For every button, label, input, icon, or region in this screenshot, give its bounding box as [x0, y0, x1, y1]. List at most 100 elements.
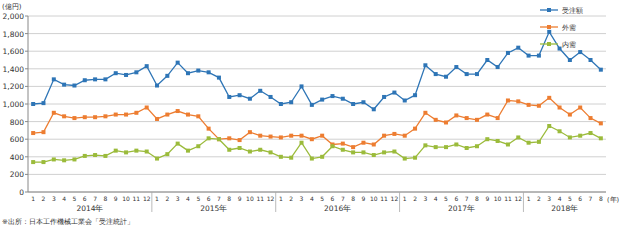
x-label: (年) — [607, 196, 619, 204]
tick-label: 2 — [413, 195, 417, 202]
marker — [165, 152, 169, 156]
marker — [31, 102, 35, 106]
tick-label: 2 — [165, 195, 169, 202]
tick-label: 4 — [310, 195, 314, 202]
marker — [475, 118, 479, 122]
marker — [186, 113, 190, 117]
marker — [62, 158, 66, 162]
marker — [558, 129, 562, 133]
marker — [434, 118, 438, 122]
tick-label: 8 — [475, 195, 479, 202]
marker — [351, 102, 355, 106]
marker — [320, 155, 324, 159]
marker — [423, 63, 427, 67]
marker — [475, 72, 479, 76]
grid-line — [28, 192, 606, 193]
marker — [83, 78, 87, 82]
tick-label: 800 — [10, 118, 25, 127]
marker — [238, 93, 242, 97]
marker — [279, 155, 283, 159]
marker — [382, 95, 386, 99]
marker — [537, 54, 541, 58]
marker — [578, 106, 582, 110]
marker — [62, 114, 66, 118]
y-label: (億円) — [2, 3, 22, 11]
legend-marker — [547, 42, 551, 46]
marker — [279, 102, 283, 106]
marker — [434, 145, 438, 149]
tick-label: 200 — [10, 170, 25, 179]
grid-line — [28, 16, 606, 17]
marker — [103, 114, 107, 118]
marker — [248, 150, 252, 154]
tick-label: 2 — [42, 195, 46, 202]
marker — [392, 150, 396, 154]
tick-label: 1 — [403, 195, 407, 202]
marker — [506, 142, 510, 146]
marker — [558, 106, 562, 110]
marker — [145, 64, 149, 68]
tick-label: 5 — [196, 195, 200, 202]
marker — [258, 89, 262, 93]
marker — [300, 84, 304, 88]
marker — [516, 135, 520, 139]
marker — [320, 134, 324, 138]
marker — [465, 146, 469, 150]
marker — [403, 157, 407, 161]
marker — [444, 75, 448, 79]
marker — [558, 47, 562, 51]
marker — [341, 148, 345, 152]
marker — [31, 160, 35, 164]
source: ※出所：日本工作機械工業会「受注統計」 — [2, 218, 134, 226]
legend-marker — [547, 8, 551, 12]
marker — [279, 135, 283, 139]
marker — [165, 113, 169, 117]
tick-label: 3 — [300, 195, 304, 202]
marker — [176, 109, 180, 113]
marker — [599, 68, 603, 72]
tick-label: 6 — [454, 195, 458, 202]
tick-label: 8 — [103, 195, 107, 202]
marker — [423, 143, 427, 147]
marker — [341, 142, 345, 146]
marker — [227, 136, 231, 140]
marker — [547, 30, 551, 34]
marker — [145, 106, 149, 110]
marker — [537, 140, 541, 144]
tick-label: 600 — [10, 135, 25, 144]
marker — [217, 137, 221, 141]
marker — [589, 131, 593, 135]
marker — [527, 54, 531, 58]
tick-label: 10 — [370, 195, 378, 202]
grid-line — [28, 68, 606, 69]
tick-label: 10 — [122, 195, 130, 202]
marker — [506, 98, 510, 102]
tick-label: 0 — [19, 188, 24, 197]
marker — [475, 144, 479, 148]
marker — [103, 77, 107, 81]
marker — [31, 131, 35, 135]
tick-label: 4 — [186, 195, 190, 202]
legend-label: 外需 — [562, 24, 576, 32]
marker — [207, 136, 211, 140]
marker — [392, 91, 396, 95]
tick-label: 3 — [423, 195, 427, 202]
marker — [382, 150, 386, 154]
marker — [155, 117, 159, 121]
tick-label: 5 — [73, 195, 77, 202]
tick-label: 9 — [485, 195, 489, 202]
marker — [176, 142, 180, 146]
marker — [41, 101, 45, 105]
marker — [547, 124, 551, 128]
tick-label: 11 — [504, 195, 512, 202]
marker — [351, 150, 355, 154]
marker — [269, 95, 273, 99]
tick-label: 1,800 — [3, 30, 25, 39]
marker — [41, 160, 45, 164]
group-divider — [151, 192, 152, 212]
marker — [413, 127, 417, 131]
marker — [186, 71, 190, 75]
marker — [310, 157, 314, 161]
marker — [547, 96, 551, 100]
marker — [434, 72, 438, 76]
